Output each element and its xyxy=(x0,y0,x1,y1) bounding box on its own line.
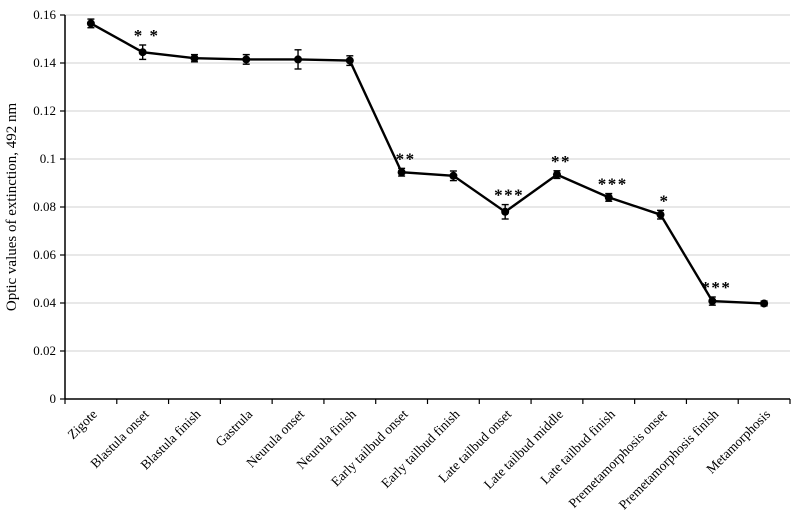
y-axis-ticks xyxy=(60,14,65,400)
y-axis-title: Optic values of extinction, 492 nm xyxy=(4,103,20,312)
data-point-marker xyxy=(345,56,354,65)
data-point-marker xyxy=(86,19,95,28)
significance-label: ** xyxy=(551,152,571,171)
significance-label: *** xyxy=(701,278,731,297)
significance-label: *** xyxy=(598,175,628,194)
data-point-marker xyxy=(397,168,406,177)
data-point-marker xyxy=(449,171,458,180)
y-tick-label: 0.12 xyxy=(33,103,56,118)
data-point-marker xyxy=(190,54,199,63)
data-point-marker xyxy=(604,193,613,202)
significance-label: ** xyxy=(396,149,416,168)
data-point-marker xyxy=(708,297,717,306)
data-point-marker xyxy=(242,55,251,64)
y-tick-label: 0 xyxy=(50,391,57,406)
y-axis-tick-labels: 0 0.02 0.04 0.06 0.08 0.1 0.12 0.14 0.16 xyxy=(33,7,56,406)
significance-label: * * xyxy=(134,26,160,45)
data-point-marker xyxy=(552,170,561,179)
x-category-label: Gastrula xyxy=(212,407,255,450)
y-tick-label: 0.06 xyxy=(33,247,56,262)
significance-label: *** xyxy=(494,186,524,205)
data-point-marker xyxy=(294,55,303,64)
y-tick-label: 0.14 xyxy=(33,55,56,70)
data-point-marker xyxy=(656,210,665,219)
significance-label: * xyxy=(660,191,670,210)
y-tick-label: 0.1 xyxy=(40,151,56,166)
data-point-marker xyxy=(138,48,147,57)
significance-labels: * *************** xyxy=(134,26,731,297)
x-category-label: Premetamorphosis finish xyxy=(616,406,722,512)
error-bars xyxy=(87,18,768,307)
data-point-marker xyxy=(501,207,510,216)
x-category-label: Zigote xyxy=(64,407,100,443)
data-point-marker xyxy=(760,299,769,308)
series-line xyxy=(90,22,765,305)
data-points xyxy=(86,19,769,308)
y-tick-label: 0.04 xyxy=(33,295,56,310)
y-tick-label: 0.08 xyxy=(33,199,56,214)
y-tick-label: 0.02 xyxy=(33,343,56,358)
x-axis-ticks xyxy=(64,399,791,404)
x-category-label: Premetamorphosis onset xyxy=(565,406,669,510)
gridlines xyxy=(65,14,790,352)
y-tick-label: 0.16 xyxy=(33,7,56,22)
